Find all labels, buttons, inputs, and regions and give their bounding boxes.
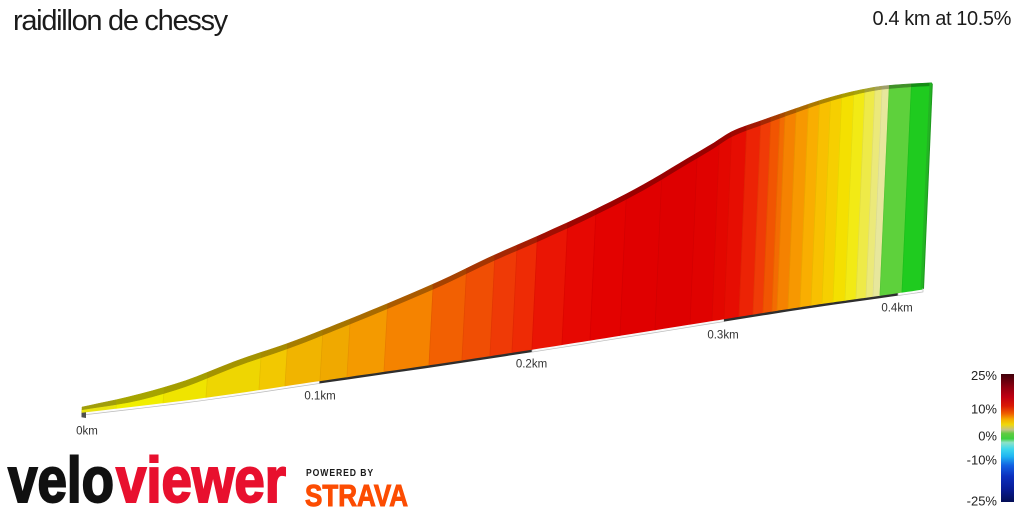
svg-text:10%: 10% (971, 402, 997, 417)
svg-text:0.2km: 0.2km (516, 359, 547, 371)
svg-text:0km: 0km (76, 426, 98, 438)
svg-text:25%: 25% (971, 368, 997, 383)
svg-text:0%: 0% (978, 429, 997, 444)
svg-text:-25%: -25% (967, 494, 998, 509)
svg-text:0.4 km at 10.5%: 0.4 km at 10.5% (872, 8, 1011, 30)
svg-text:0.3km: 0.3km (707, 330, 738, 342)
svg-text:raidillon de chessy: raidillon de chessy (13, 5, 229, 37)
svg-text:0.1km: 0.1km (304, 391, 335, 403)
svg-text:viewer: viewer (116, 444, 286, 512)
svg-text:-10%: -10% (967, 453, 998, 468)
svg-text:STRAVA: STRAVA (305, 479, 408, 512)
svg-text:POWERED BY: POWERED BY (306, 467, 374, 479)
svg-text:velo: velo (8, 444, 114, 512)
svg-text:0.4km: 0.4km (881, 303, 912, 315)
